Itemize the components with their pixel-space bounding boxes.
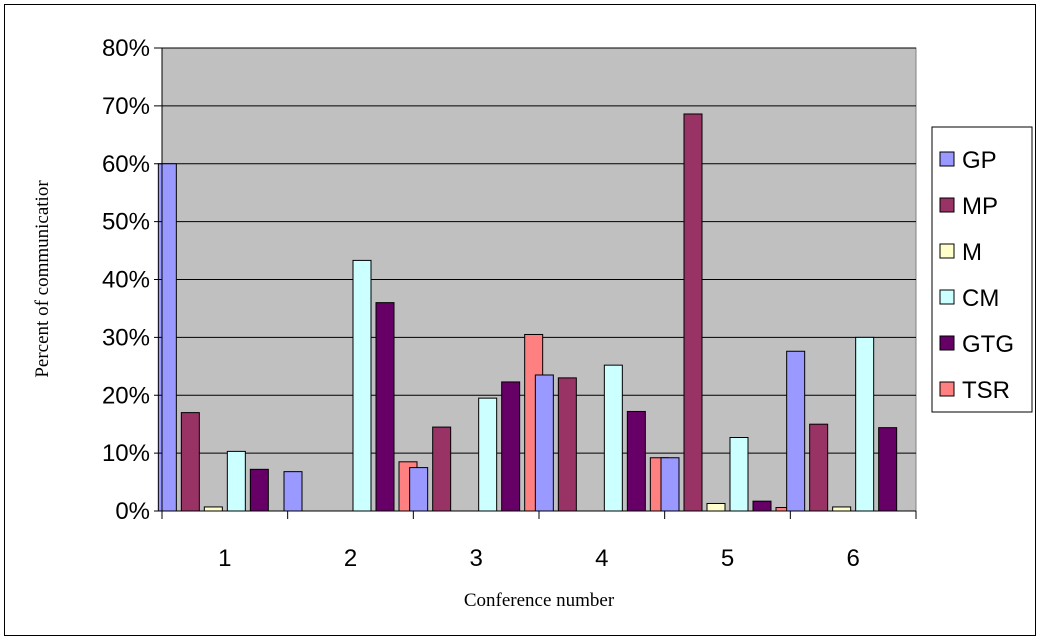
x-tick-label: 6	[846, 545, 859, 572]
x-tick-label: 1	[218, 545, 231, 572]
bar-gp-4	[534, 374, 554, 512]
y-axis-title: Percent of communicatior	[32, 180, 53, 378]
y-tick-label: 30%	[102, 324, 150, 351]
y-tick-label: 50%	[102, 209, 150, 236]
x-tick-label: 3	[469, 545, 482, 572]
y-tick-label: 80%	[102, 35, 150, 62]
y-tick-label: 0%	[115, 498, 150, 525]
legend-swatch-cm	[939, 289, 955, 305]
y-tick-label: 10%	[102, 440, 150, 467]
legend-swatch-gp	[939, 151, 955, 167]
bar-gtg-3	[501, 381, 521, 512]
bar-gtg-4	[626, 410, 646, 512]
bar-cm-5	[729, 436, 749, 512]
legend-label-cm: CM	[962, 285, 999, 312]
legend-label-gp: GP	[962, 147, 997, 174]
legend: GP MP M CM GTG TSR	[931, 126, 1033, 413]
y-axis-ticks: 0% 10% 20% 30% 40% 50% 60% 70% 80%	[102, 35, 162, 525]
bar-cm-1	[226, 450, 246, 512]
x-axis-ticks: 1 2 3 4 5 6	[161, 511, 917, 572]
legend-label-m: M	[962, 239, 982, 266]
bar-gtg-6	[878, 427, 898, 512]
bar-gtg-5	[752, 500, 772, 512]
y-tick-label: 60%	[102, 151, 150, 178]
bar-mp-3	[432, 426, 452, 512]
x-tick-label: 5	[721, 545, 734, 572]
legend-swatch-gtg	[939, 335, 955, 351]
bar-gp-6	[786, 350, 806, 512]
bars	[157, 113, 898, 512]
bar-gp-5	[660, 457, 680, 512]
bar-m-5	[706, 502, 726, 512]
bar-gtg-2	[375, 302, 395, 512]
legend-swatch-m	[939, 243, 955, 259]
bar-cm-3	[478, 397, 498, 512]
bar-mp-6	[809, 423, 829, 512]
bar-cm-6	[855, 336, 875, 512]
x-tick-label: 2	[344, 545, 357, 572]
bar-gp-2	[283, 471, 303, 512]
bar-cm-4	[603, 364, 623, 512]
legend-box	[931, 126, 1033, 413]
legend-label-mp: MP	[962, 193, 998, 220]
bar-m-6	[832, 506, 852, 512]
legend-label-tsr: TSR	[962, 377, 1010, 404]
bar-m-1	[203, 506, 223, 512]
bar-mp-4	[557, 377, 577, 512]
y-tick-label: 40%	[102, 267, 150, 294]
bar-gtg-1	[249, 468, 269, 512]
x-axis-title: Conference number	[464, 590, 615, 611]
y-tick-label: 70%	[102, 93, 150, 120]
bar-gp-3	[409, 467, 429, 512]
bar-mp-5	[683, 113, 703, 512]
legend-label-gtg: GTG	[962, 331, 1014, 358]
y-tick-label: 20%	[102, 382, 150, 409]
x-tick-label: 4	[595, 545, 608, 572]
legend-swatch-tsr	[939, 381, 955, 397]
legend-swatch-mp	[939, 197, 955, 213]
bar-mp-1	[180, 412, 200, 512]
bar-cm-2	[352, 259, 372, 512]
